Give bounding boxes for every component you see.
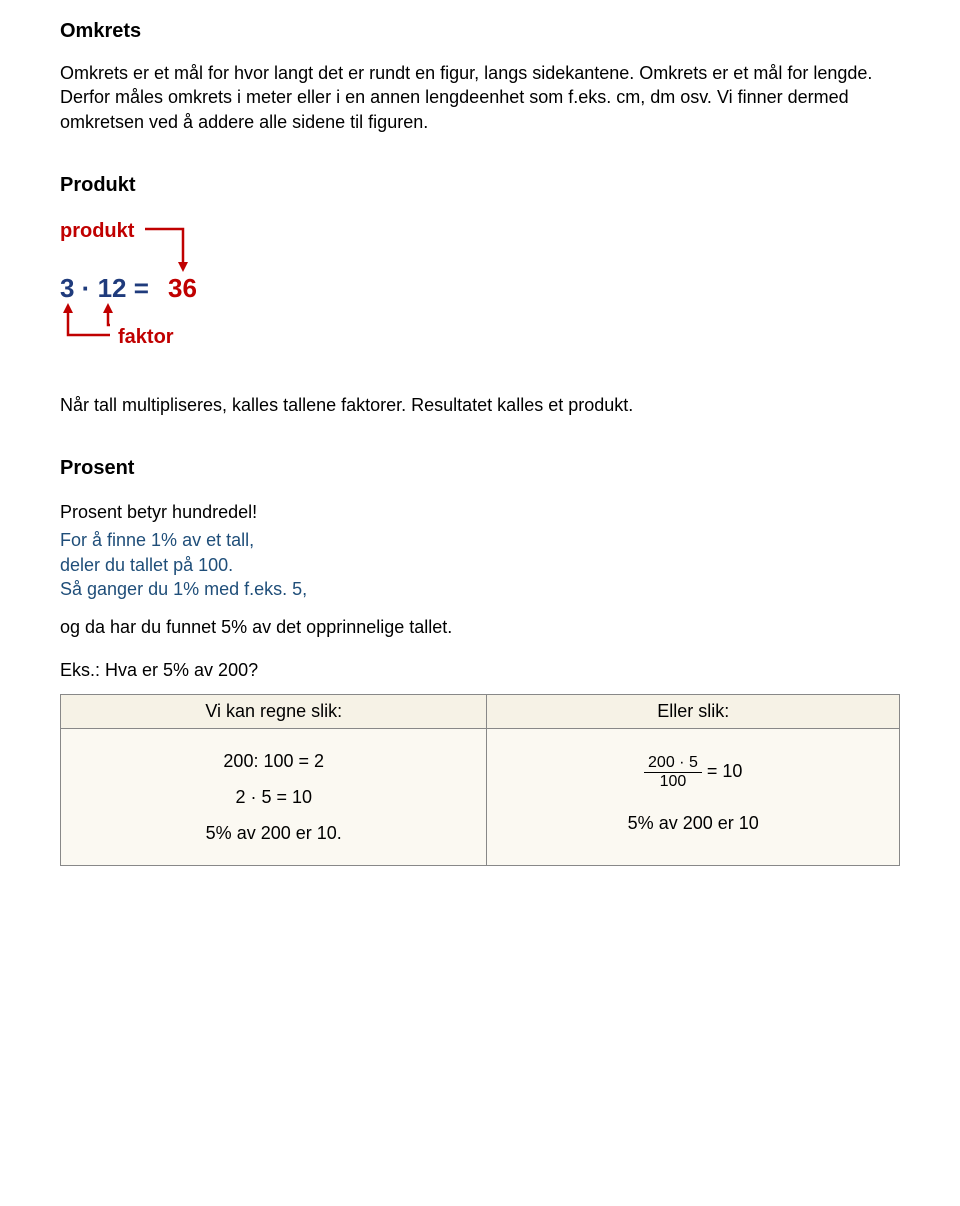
- prosent-line1: Prosent betyr hundredel!: [60, 500, 900, 524]
- equation-left: 3 · 12 =: [60, 273, 149, 303]
- arrow-faktor2-head: [103, 303, 113, 313]
- equation-result: 36: [168, 273, 197, 303]
- left-line2: 2 · 5 = 10: [79, 779, 468, 815]
- heading-prosent: Prosent: [60, 457, 900, 480]
- frac-den: 100: [644, 773, 702, 791]
- left-line3: 5% av 200 er 10.: [79, 815, 468, 851]
- calc-body-right: 200 · 5 100 = 10 5% av 200 er 10: [487, 728, 900, 865]
- prosent-line3: deler du tallet på 100.: [60, 553, 900, 577]
- arrow-produkt-head: [178, 262, 188, 272]
- prosent-eks: Eks.: Hva er 5% av 200?: [60, 658, 900, 682]
- arrow-produkt-line: [145, 229, 183, 267]
- calc-header-right: Eller slik:: [487, 694, 900, 728]
- label-faktor: faktor: [118, 326, 174, 348]
- produkt-figure: produkt 3 · 12 = 36 faktor: [60, 217, 900, 367]
- frac-num: 200 · 5: [644, 754, 702, 773]
- heading-produkt: Produkt: [60, 174, 900, 197]
- left-line1: 200: 100 = 2: [79, 743, 468, 779]
- prosent-line2: For å finne 1% av et tall,: [60, 528, 900, 552]
- calc-header-left: Vi kan regne slik:: [61, 694, 487, 728]
- produkt-caption: Når tall multipliseres, kalles tallene f…: [60, 393, 900, 417]
- right-line2: 5% av 200 er 10: [505, 805, 881, 841]
- heading-omkrets: Omkrets: [60, 20, 900, 43]
- prosent-line4: Så ganger du 1% med f.eks. 5,: [60, 577, 900, 601]
- calc-table: Vi kan regne slik: Eller slik: 200: 100 …: [60, 694, 900, 866]
- right-eq: 200 · 5 100 = 10: [505, 753, 881, 790]
- prosent-line5: og da har du funnet 5% av det opprinneli…: [60, 615, 900, 639]
- paragraph-omkrets: Omkrets er et mål for hvor langt det er …: [60, 61, 900, 134]
- right-eq-rest: = 10: [707, 761, 743, 781]
- produkt-svg: produkt 3 · 12 = 36 faktor: [60, 217, 280, 367]
- fraction: 200 · 5 100: [644, 754, 702, 790]
- calc-body-left: 200: 100 = 2 2 · 5 = 10 5% av 200 er 10.: [61, 728, 487, 865]
- label-produkt: produkt: [60, 220, 135, 242]
- arrow-faktor1-head: [63, 303, 73, 313]
